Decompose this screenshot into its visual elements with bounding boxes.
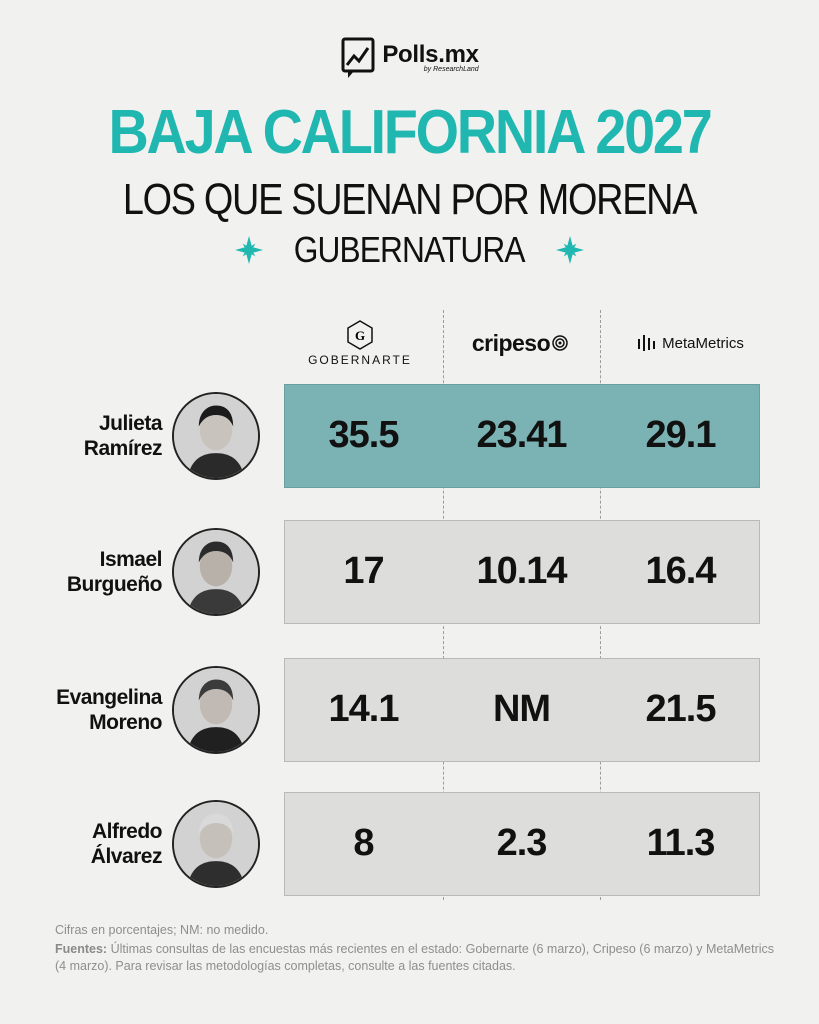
candidate-name: Alfredo Álvarez [40,819,163,869]
candidate-first-name: Alfredo [92,820,163,843]
brand-name: Polls.mx [382,41,479,68]
candidate-photo [172,392,260,480]
candidate-first-name: Ismael [99,548,163,571]
candidate-name: Evangelina Moreno [40,685,162,735]
value-cell: 8 [353,822,374,864]
candidate-name: Ismael Burgueño [40,547,163,597]
value-cell: 23.41 [476,414,567,456]
sources-label: Fuentes: [55,942,108,956]
metametrics-icon [638,335,656,351]
star-icon [235,236,264,264]
table-row [284,792,760,896]
candidate-first-name: Evangelina [56,686,162,709]
value-cell: 21.5 [645,688,717,730]
candidate-last-name: Burgueño [66,573,163,596]
gobernarte-icon: G [347,319,373,350]
footer-sources: Fuentes: Últimas consultas de las encues… [55,941,775,975]
pollster-logo-cripeso: cripeso [460,318,580,368]
value-cell: 11.3 [646,822,716,864]
footer-note: Cifras en porcentajes; NM: no medido. [55,923,269,937]
target-icon [552,335,568,351]
value-cell: 2.3 [496,822,548,864]
value-cell: 29.1 [645,414,717,456]
brand-sub: by ResearchLand [423,66,479,73]
pollster-name: cripeso [471,329,551,356]
candidate-name: Julieta Ramírez [40,411,163,461]
page-title: BAJA CALIFORNIA 2027 [108,98,713,167]
candidate-last-name: Ramírez [83,437,163,460]
person-icon [174,394,258,478]
person-icon [174,530,258,614]
value-cell: 35.5 [328,414,400,456]
value-cell: 17 [343,550,384,592]
person-icon [174,802,258,886]
pollster-name: MetaMetrics [662,334,744,352]
chart-icon [341,37,375,78]
brand-logo: Polls.mx by ResearchLand [0,36,819,80]
candidate-photo [172,528,260,616]
pollster-logo-gobernarte: G GOBERNARTE [300,318,420,368]
value-cell: 10.14 [476,550,567,592]
candidate-last-name: Moreno [89,711,162,734]
table-row [284,384,760,488]
candidate-first-name: Julieta [98,412,163,435]
table-row [284,658,760,762]
table-row [284,520,760,624]
star-icon [555,236,584,264]
candidate-last-name: Álvarez [90,845,163,868]
office-label: GUBERNATURA [294,229,526,270]
candidate-photo [172,666,260,754]
page-subtitle: LOS QUE SUENAN POR MORENA [122,175,698,224]
sources-text: Últimas consultas de las encuestas más r… [55,942,775,973]
svg-text:G: G [355,328,365,343]
value-cell: NM [492,688,551,730]
value-cell: 16.4 [645,550,717,592]
pollster-logo-metametrics: MetaMetrics [625,318,755,368]
office-row: GUBERNATURA [0,232,819,268]
candidate-photo [172,800,260,888]
pollster-name: GOBERNARTE [308,352,412,367]
person-icon [174,668,258,752]
value-cell: 14.1 [328,688,400,730]
